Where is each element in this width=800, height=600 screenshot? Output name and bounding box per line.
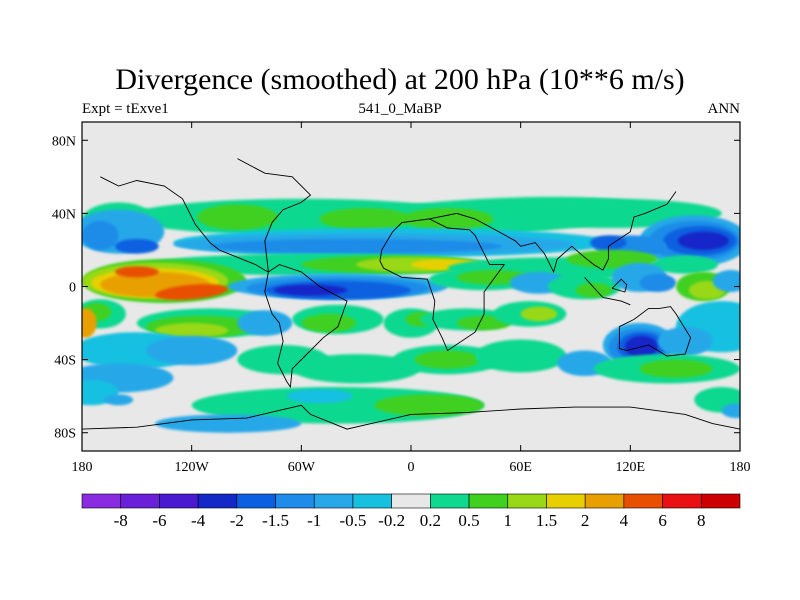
lat-tick-label: 80S — [54, 427, 76, 442]
contour-fill — [721, 403, 740, 419]
colorbar-label: 0.5 — [458, 511, 479, 530]
lon-tick-label: 0 — [408, 460, 415, 475]
contour-fill — [374, 394, 485, 417]
lon-tick-label: 60W — [288, 460, 316, 475]
coastline — [264, 264, 348, 389]
contour-fill — [155, 284, 229, 300]
contour-fill — [209, 238, 503, 254]
lat-tick-label: 80N — [52, 134, 76, 149]
colorbar-label: 8 — [697, 511, 706, 530]
colorbar-label: 0.2 — [420, 511, 441, 530]
lat-tick-label: 0 — [69, 281, 76, 296]
contour-fill — [639, 359, 713, 378]
colorbar-label: 1.5 — [536, 511, 557, 530]
contour-fill — [520, 306, 558, 322]
contour-fill — [414, 350, 481, 369]
contour-fill — [401, 207, 494, 230]
lon-tick-label: 180 — [730, 460, 751, 475]
colorbar-swatch — [159, 493, 199, 509]
contour-fill — [590, 235, 627, 250]
colorbar-swatch — [197, 493, 238, 509]
contour-fill — [103, 394, 134, 406]
coastline — [618, 306, 692, 357]
contour-fill — [82, 220, 119, 250]
coastline — [82, 404, 740, 430]
contour-fill — [712, 270, 740, 292]
experiment-label: Expt = tExve1 — [82, 101, 169, 117]
colorbar-label: 6 — [658, 511, 667, 530]
colorbar-swatch — [468, 493, 509, 509]
coastline — [379, 218, 506, 352]
colorbar-label: -1.5 — [262, 511, 289, 530]
colorbar-swatch — [391, 493, 431, 509]
contour-fill — [575, 282, 613, 298]
colorbar-swatch — [584, 493, 625, 509]
colorbar-swatch — [352, 493, 392, 509]
contour-fill — [237, 310, 293, 336]
contour-fill — [273, 284, 348, 296]
colorbar-label: -8 — [114, 511, 128, 530]
contour-fill — [677, 231, 730, 250]
contour-fill — [301, 313, 357, 333]
colorbar-label: -2 — [230, 511, 244, 530]
contour-fill — [319, 207, 411, 230]
colorbar-swatch — [662, 493, 702, 509]
coastlines — [82, 158, 740, 430]
colorbar-label: -0.5 — [339, 511, 366, 530]
colorbar-label: 1 — [504, 511, 513, 530]
colorbar-swatch — [120, 493, 160, 509]
colorbar: -8 -6 -4 -2 -1.5 -1 -0.5 -0.2 0.2 0.5 1 1.5 2 4 6 8 — [81, 493, 741, 530]
divergence-field — [82, 196, 740, 433]
case-label: 541_0_MaBP — [358, 101, 442, 117]
colorbar-label: -0.2 — [378, 511, 405, 530]
coastline — [584, 277, 631, 306]
lon-tick-label: 60E — [509, 460, 532, 475]
colorbar-swatch — [430, 493, 470, 509]
colorbar-label: -4 — [191, 511, 206, 530]
contour-fill — [639, 273, 677, 292]
contour-fill — [114, 238, 159, 254]
contour-fill — [197, 204, 278, 230]
colorbar-label: 4 — [620, 511, 629, 530]
colorbar-swatch — [623, 493, 663, 509]
contour-fill — [292, 354, 421, 384]
contour-fill — [155, 414, 302, 433]
contour-fill — [694, 387, 740, 413]
colorbar-label: -6 — [152, 511, 166, 530]
map-title: Divergence (smoothed) at 200 hPa (10**6 … — [115, 63, 685, 96]
contour-fill — [652, 255, 719, 274]
colorbar-swatch — [507, 493, 547, 509]
lat-tick-label: 40S — [54, 354, 76, 369]
contour-fill — [657, 326, 713, 356]
colorbar-swatch — [275, 493, 315, 509]
colorbar-label: -1 — [307, 511, 321, 530]
contour-fill — [155, 323, 229, 338]
contour-fill — [114, 266, 159, 278]
lon-tick-label: 120E — [616, 460, 646, 475]
lon-tick-label: 120W — [175, 460, 210, 475]
coastline — [100, 158, 312, 273]
lon-tick-label: 180 — [72, 460, 93, 475]
colorbar-label: 2 — [581, 511, 590, 530]
colorbar-swatch — [236, 493, 276, 509]
colorbar-swatch — [700, 493, 741, 509]
contour-fill — [145, 335, 238, 366]
contour-fill — [82, 363, 174, 393]
coastline — [429, 191, 677, 274]
coastline — [611, 278, 628, 293]
contour-fill — [82, 308, 97, 338]
colorbar-swatch — [81, 493, 122, 509]
colorbar-swatch — [546, 493, 586, 509]
colorbar-swatch — [313, 493, 354, 509]
contour-fill — [474, 339, 567, 373]
period-label: ANN — [707, 101, 741, 117]
axis-ticks: 80N 40N 0 40S 80S 180 120W 60W 0 60E 120E 180 — [52, 122, 751, 475]
contour-fill — [286, 388, 353, 404]
lat-tick-label: 40N — [52, 207, 76, 222]
